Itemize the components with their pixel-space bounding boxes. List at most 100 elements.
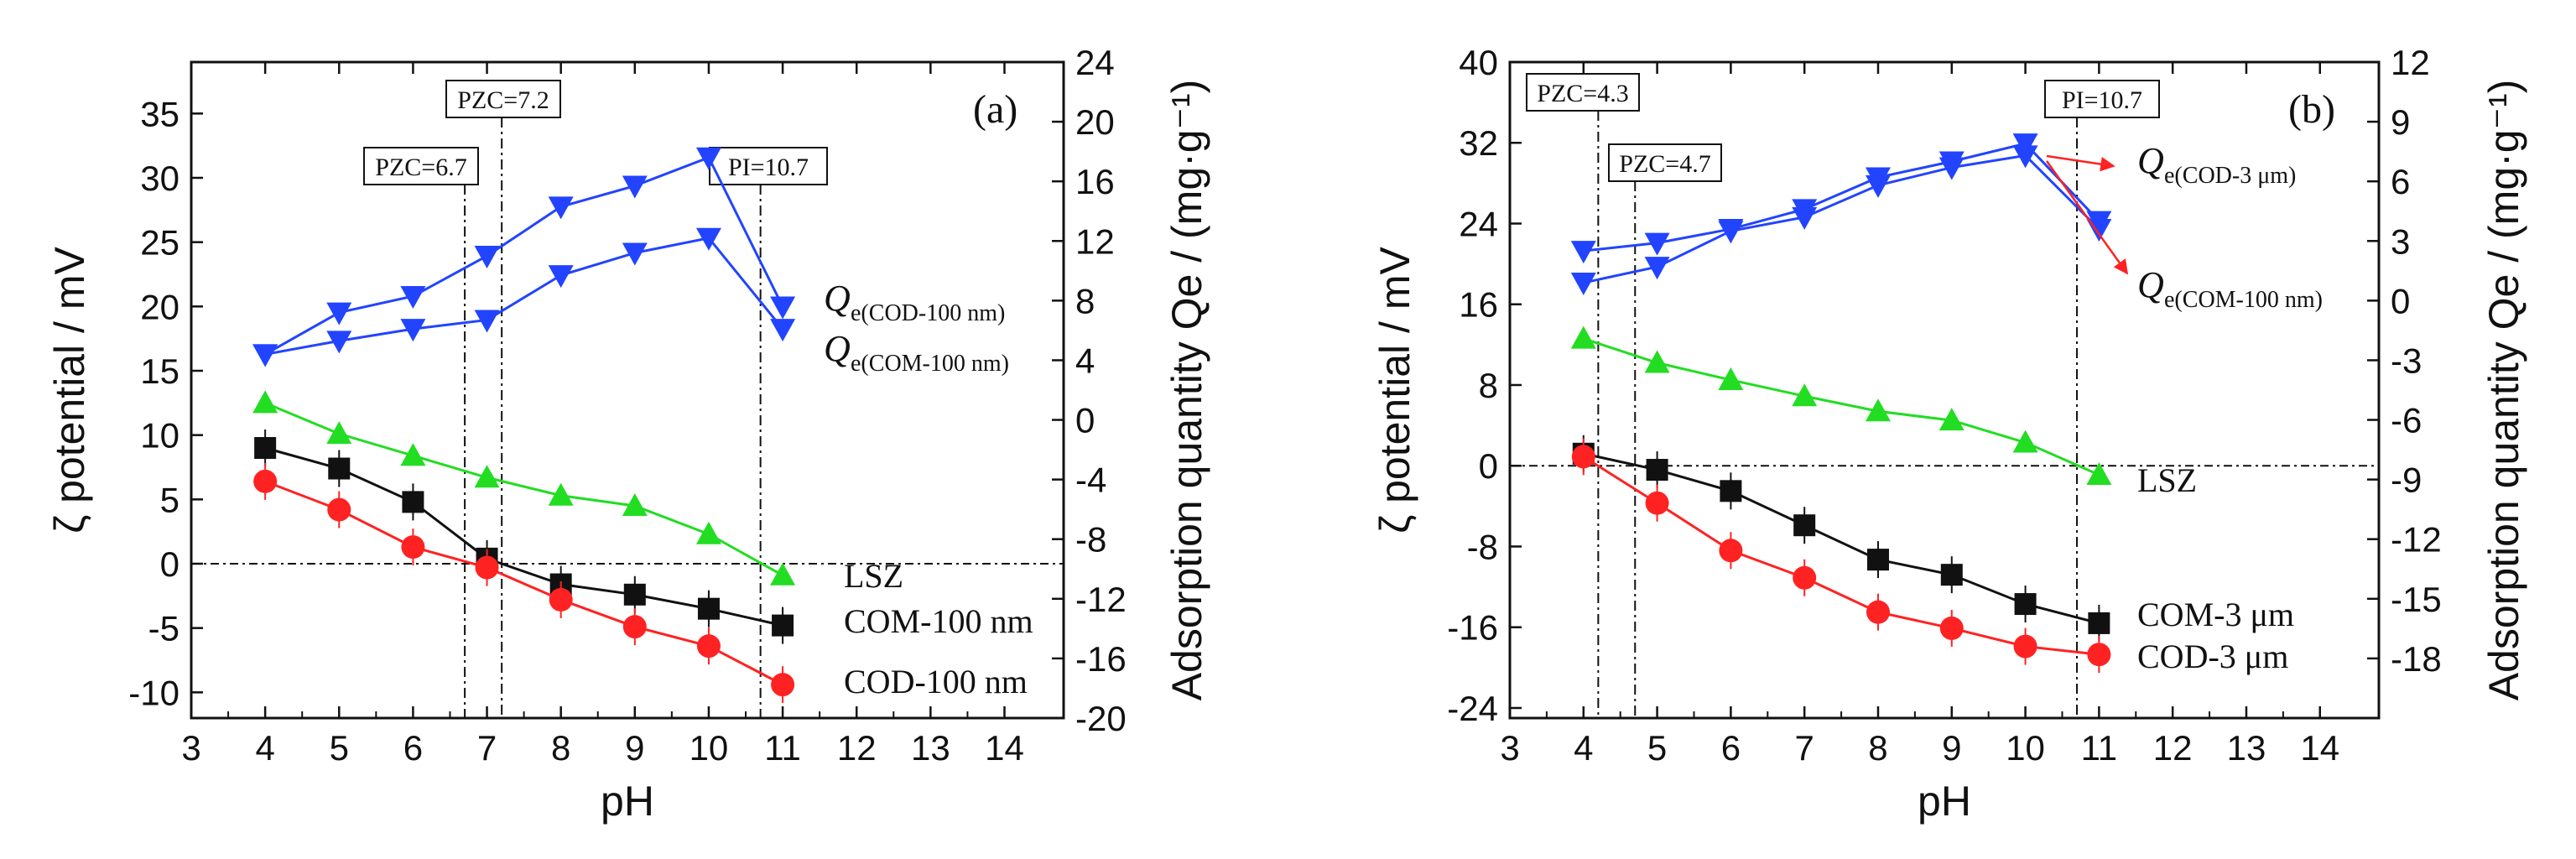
annotation-box	[1526, 73, 1640, 112]
y-tick-label: -16	[1447, 608, 1498, 648]
data-point-circle	[622, 615, 647, 639]
series-label-lsz: LSZ	[844, 557, 903, 595]
y2-axis-title: Adsorption quantity Qe / (mg·g⁻¹)	[2480, 80, 2527, 701]
data-point-circle	[1939, 616, 1964, 640]
data-point-triangle-down	[400, 286, 426, 310]
x-tick-label: 7	[477, 728, 497, 768]
x-tick-label: 12	[2153, 728, 2193, 768]
data-point-triangle-up	[695, 521, 721, 544]
x-tick-label: 4	[255, 728, 274, 768]
qe-subscript-suffix: )	[2288, 163, 2296, 189]
pointer-arrow	[2045, 160, 2129, 275]
x-tick-label: 10	[690, 728, 729, 768]
x-tick-label: 5	[1647, 728, 1667, 768]
qe-subscript-suffix: )	[997, 300, 1005, 326]
data-point-triangle-down	[2012, 133, 2038, 157]
y-tick-label: -10	[128, 673, 180, 712]
series-line	[1583, 142, 2100, 252]
data-point-triangle-down	[695, 147, 721, 170]
y-tick-label: 0	[1479, 446, 1498, 486]
x-tick-label: 9	[625, 728, 644, 768]
series-line	[1583, 154, 2100, 284]
qe-subscript-sample: COD-3 μm	[2183, 163, 2288, 189]
x-tick-label: 3	[181, 728, 200, 768]
y-tick-label: 0	[160, 544, 180, 584]
data-point-triangle-down	[326, 331, 352, 354]
series-line	[1583, 452, 2100, 625]
data-point-triangle-down	[474, 246, 500, 269]
qe-subscript-prefix: e(	[851, 351, 869, 377]
y-tick-label: 35	[140, 94, 180, 133]
qe-subscript: e(COM-100 nm)	[851, 351, 1009, 377]
data-point-triangle-up	[2086, 462, 2112, 486]
annotation-label: PZC=7.2	[457, 86, 549, 114]
data-point-circle	[1571, 445, 1595, 469]
data-point-triangle-down	[695, 227, 721, 251]
y-tick-label: 16	[1459, 285, 1498, 325]
data-point-triangle-down	[770, 319, 796, 342]
y2-tick-label: 12	[1075, 221, 1115, 261]
data-point-triangle-up	[548, 482, 574, 506]
y2-tick-label: -3	[2391, 341, 2422, 380]
data-point-triangle-up	[770, 562, 796, 586]
qe-subscript-suffix: )	[2315, 287, 2323, 313]
y-tick-label: 32	[1459, 123, 1498, 163]
y-tick-label: 40	[1459, 43, 1498, 82]
series-line	[1582, 456, 2100, 656]
x-tick-label: 10	[2006, 728, 2045, 768]
data-point-triangle-down	[1644, 232, 1670, 256]
y-tick-label: 15	[140, 351, 180, 391]
data-point-square	[328, 457, 351, 480]
x-tick-label: 11	[2081, 728, 2118, 768]
data-point-square	[697, 597, 720, 620]
data-point-square	[1793, 514, 1816, 537]
y-tick-label: 30	[140, 159, 180, 198]
y-tick-label: 20	[140, 287, 180, 326]
data-point-circle	[1866, 600, 1890, 624]
y2-tick-label: 24	[1075, 43, 1115, 82]
qe-subscript: e(COD-3 μm)	[2164, 163, 2296, 189]
data-point-circle	[1719, 539, 1743, 563]
y-axis-title: ζ potential / mV	[1371, 247, 1418, 534]
series-line	[264, 446, 783, 627]
x-tick-label: 5	[330, 728, 349, 768]
y2-tick-label: -16	[1075, 639, 1127, 679]
x-tick-label: 14	[985, 728, 1024, 768]
data-point-triangle-up	[252, 390, 278, 414]
data-point-square	[254, 437, 277, 459]
y2-tick-label: -4	[1075, 461, 1106, 500]
x-axis-title: pH	[1918, 778, 1971, 825]
data-point-triangle-down	[2012, 145, 2038, 169]
data-point-triangle-down	[1865, 174, 1891, 198]
qe-subscript-sample: COM-100 nm	[2183, 287, 2315, 313]
annotation-label: PZC=4.7	[1619, 150, 1710, 178]
data-point-triangle-down	[400, 319, 426, 342]
data-point-circle	[549, 587, 573, 612]
qe-subscript-prefix: e(	[851, 300, 869, 326]
data-point-circle	[1645, 491, 1669, 515]
annotation-label: PZC=6.7	[375, 154, 466, 181]
y2-tick-label: -20	[1075, 699, 1127, 738]
data-point-square	[623, 583, 646, 606]
y2-tick-label: 0	[2391, 281, 2410, 320]
data-point-square	[1720, 480, 1742, 502]
data-point-triangle-up	[1792, 383, 1818, 407]
data-point-triangle-down	[548, 196, 574, 220]
data-point-square	[1866, 549, 1889, 571]
y2-tick-label: -12	[1075, 580, 1127, 619]
chart-panel-a: 3 4 5 6 7 8 9 10 11 12 13 14 -10 -5 0 5 10 15 20 25 30 35 -20 -…	[46, 43, 1210, 825]
panel-label: (b)	[2288, 87, 2335, 132]
x-tick-label: 8	[551, 728, 570, 768]
y2-tick-label: 9	[2391, 102, 2410, 142]
x-tick-label: 13	[2227, 728, 2266, 768]
data-point-triangle-up	[1644, 350, 1670, 373]
data-point-triangle-down	[326, 302, 352, 325]
series-line	[1583, 337, 2100, 476]
data-point-triangle-down	[1792, 206, 1818, 230]
data-point-triangle-up	[326, 421, 352, 445]
y-axis-title: ζ potential / mV	[46, 247, 93, 534]
data-point-circle	[2013, 634, 2037, 659]
annotation-box	[1608, 143, 1722, 182]
